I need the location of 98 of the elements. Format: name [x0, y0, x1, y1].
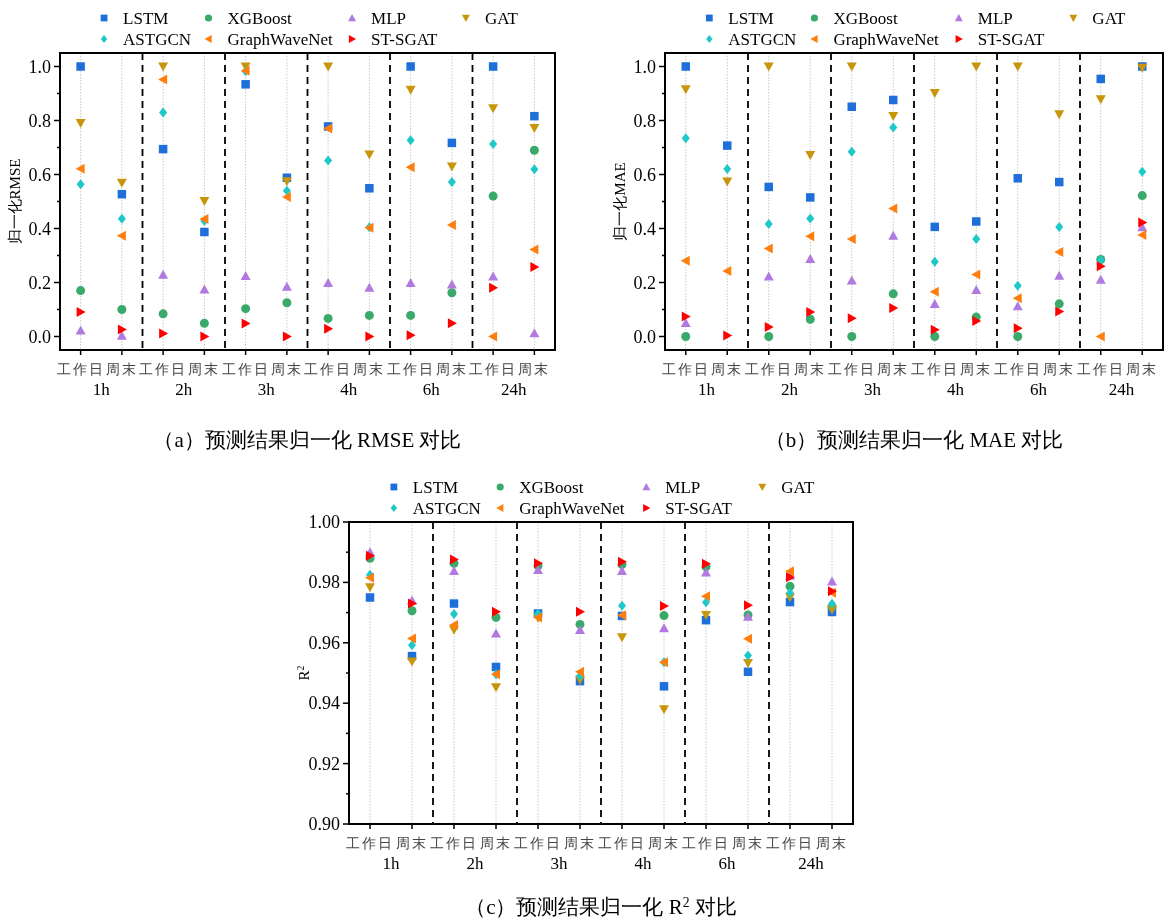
text: （a）预测结果归一化 RMSE 对比 — [153, 428, 462, 452]
x-tick-label: 周末 — [105, 362, 138, 377]
x-tick-label: 工作日 — [221, 362, 270, 377]
x-tick-label: 周末 — [1126, 362, 1159, 377]
text: 24h — [501, 380, 527, 399]
legend-label: GAT — [1092, 9, 1127, 28]
text: 2h — [781, 380, 799, 399]
x-tick-label: 周末 — [1043, 362, 1076, 377]
y-tick-label: 0.8 — [633, 110, 656, 131]
text: （b）预测结果归一化 MAE 对比 — [764, 428, 1064, 452]
x-tick-label: 周末 — [960, 362, 993, 377]
legend-label: GraphWaveNet — [833, 30, 939, 49]
x-tick-label: 周末 — [732, 836, 764, 851]
y-tick-label: 0.4 — [28, 218, 51, 239]
text: 2h — [175, 380, 193, 399]
text: 24h — [798, 854, 825, 873]
x-tick-label: 周末 — [396, 836, 428, 851]
y-tick-label: 0.98 — [308, 572, 340, 593]
y-tick-label: 0.8 — [28, 110, 51, 131]
y-tick-label: 0.96 — [308, 632, 340, 653]
y-tick-label: 0.90 — [308, 814, 340, 834]
y-tick-label: 0.0 — [633, 326, 656, 347]
legend-label: ST-SGAT — [977, 30, 1045, 49]
text: 3h — [257, 380, 276, 399]
legend-label: GraphWaveNet — [227, 30, 334, 49]
x-tick-label: 工作日 — [910, 362, 959, 377]
x-tick-label: 周末 — [518, 362, 551, 377]
text: 4h — [340, 380, 358, 399]
y-tick-label: 0.92 — [308, 753, 340, 774]
x-tick-label: 工作日 — [56, 362, 105, 377]
x-tick-label: 周末 — [353, 362, 386, 377]
legend-label: MLP — [371, 9, 407, 28]
x-tick-label: 工作日 — [744, 362, 793, 377]
x-tick-label: 工作日 — [598, 836, 646, 851]
x-tick-label: 工作日 — [1076, 362, 1125, 377]
y-tick-label: 1.0 — [633, 56, 656, 77]
y-tick-label: 0.6 — [633, 164, 656, 185]
y-axis-title: 归一化MAE — [612, 162, 628, 241]
x-tick-label: 周末 — [188, 362, 221, 377]
x-tick-label: 工作日 — [304, 362, 353, 377]
x-tick-label: 周末 — [711, 362, 744, 377]
x-tick-label: 工作日 — [469, 362, 518, 377]
x-tick-label: 工作日 — [139, 362, 188, 377]
legend-label: ASTGCN — [412, 499, 481, 518]
text: （c）预测结果归一化 R$^{2}$ 对比 — [465, 894, 737, 919]
legend-label: LSTM — [728, 9, 774, 28]
x-tick-label: 工作日 — [766, 836, 814, 851]
y-axis-title: 归一化RMSE — [7, 158, 23, 245]
y-tick-label: 0.0 — [28, 326, 51, 347]
text: 4h — [634, 854, 652, 873]
text: 6h — [1030, 380, 1048, 399]
x-tick-label: 周末 — [648, 836, 680, 851]
legend-label: GraphWaveNet — [519, 499, 625, 518]
x-tick-label: 工作日 — [430, 836, 478, 851]
text: 2h — [466, 854, 484, 873]
y-tick-label: 1.0 — [28, 56, 51, 77]
x-tick-label: 工作日 — [827, 362, 876, 377]
text: 3h — [550, 854, 568, 873]
text: 1h — [698, 380, 716, 399]
x-tick-label: 周末 — [435, 362, 468, 377]
x-tick-label: 周末 — [794, 362, 827, 377]
legend-label: MLP — [665, 478, 701, 497]
x-tick-label: 周末 — [480, 836, 512, 851]
x-tick-label: 工作日 — [346, 836, 394, 851]
text: 3h — [864, 380, 882, 399]
legend-label: MLP — [977, 9, 1013, 28]
text: 6h — [422, 380, 441, 399]
y-tick-label: 0.4 — [633, 218, 656, 239]
text: 24h — [1108, 380, 1135, 399]
x-tick-label: 周末 — [816, 836, 848, 851]
legend-label: GAT — [781, 478, 815, 497]
y-tick-label: 0.2 — [633, 272, 656, 293]
legend-label: XGBoost — [833, 9, 898, 28]
legend-label: ASTGCN — [728, 30, 797, 49]
legend-label: LSTM — [412, 478, 459, 497]
y-tick-label: 1.00 — [308, 512, 340, 532]
legend-label: ST-SGAT — [665, 499, 733, 518]
legend-label: LSTM — [123, 9, 169, 28]
legend-label: ASTGCN — [123, 30, 192, 49]
x-tick-label: 工作日 — [661, 362, 710, 377]
legend-label: ST-SGAT — [371, 30, 439, 49]
y-tick-label: 0.94 — [308, 693, 340, 714]
text: 4h — [947, 380, 965, 399]
legend-label: XGBoost — [227, 9, 293, 28]
x-tick-label: 工作日 — [514, 836, 562, 851]
text: 6h — [718, 854, 736, 873]
text: 1h — [382, 854, 400, 873]
x-tick-label: 周末 — [270, 362, 303, 377]
x-tick-label: 工作日 — [386, 362, 435, 377]
y-tick-label: 0.6 — [28, 164, 51, 185]
x-tick-label: 工作日 — [682, 836, 730, 851]
x-tick-label: 周末 — [564, 836, 596, 851]
y-tick-label: 0.2 — [28, 272, 51, 293]
x-tick-label: 工作日 — [993, 362, 1042, 377]
x-tick-label: 周末 — [877, 362, 910, 377]
text: 1h — [92, 380, 111, 399]
legend-label: XGBoost — [519, 478, 584, 497]
legend-label: GAT — [484, 9, 519, 28]
